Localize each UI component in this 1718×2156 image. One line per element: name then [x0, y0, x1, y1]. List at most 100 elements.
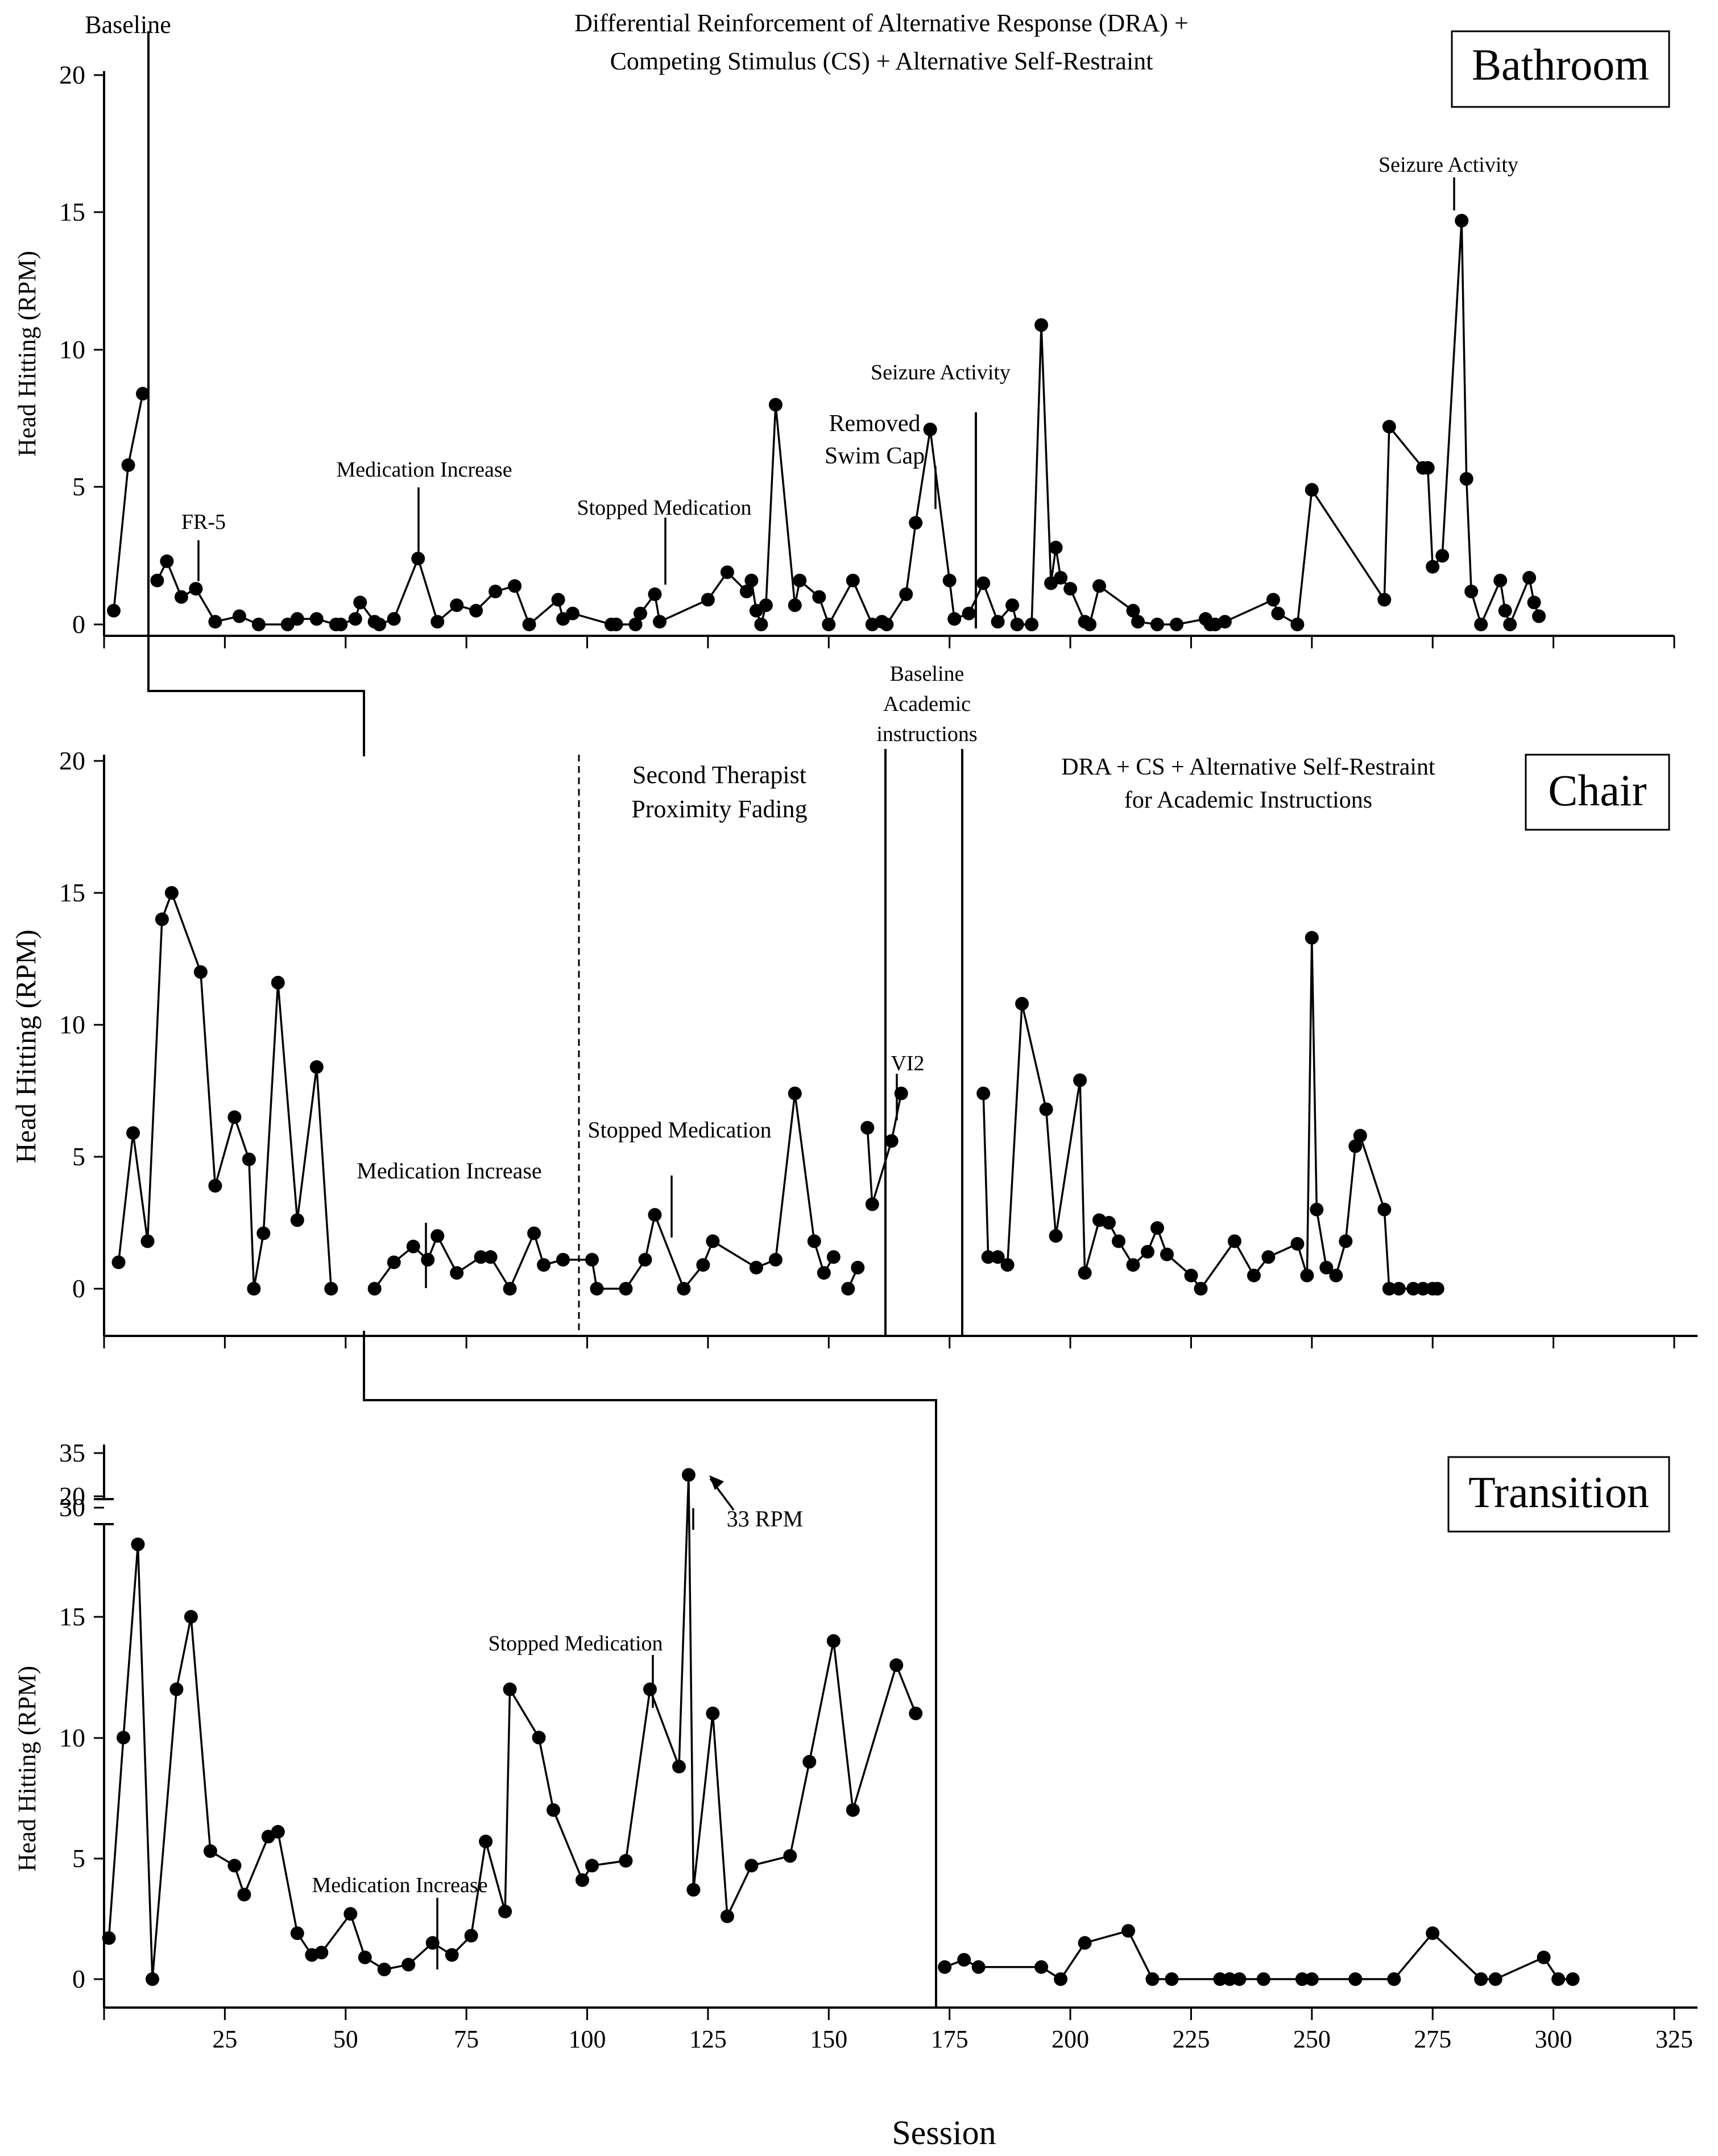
bathroom-data-point [1527, 595, 1541, 610]
chair-data-point [1377, 1202, 1392, 1216]
chair-data-point [768, 1253, 783, 1267]
chair-data-point [706, 1234, 720, 1248]
bathroom-data-point [793, 573, 807, 587]
bathroom-data-point [189, 582, 203, 596]
transition-data-point [532, 1731, 546, 1745]
transition-data-point [826, 1634, 841, 1648]
transition-data-point [643, 1682, 657, 1696]
chair-data-point [126, 1126, 140, 1140]
x-tick-label: 275 [1414, 2025, 1451, 2053]
y-tick-label: 15 [59, 878, 85, 907]
transition-data-point [1348, 1972, 1363, 1986]
transition-data-point [290, 1926, 304, 1940]
bathroom-data-point [1377, 593, 1392, 607]
bathroom-data-point [522, 618, 536, 631]
x-tick-label: 300 [1535, 2025, 1572, 2053]
bathroom-data-point [634, 606, 647, 620]
y-tick-label: 20 [59, 1482, 85, 1511]
second-therapist-label-line2: Proximity Fading [631, 795, 807, 823]
transition-data-point [237, 1888, 251, 1902]
transition-med-increase-label: Medication Increase [312, 1873, 487, 1897]
dra-academic-line2: for Academic Instructions [1124, 787, 1372, 813]
transition-data-point [358, 1950, 372, 1964]
bathroom-data-point [1131, 615, 1145, 629]
x-axis-title: Session [892, 2114, 996, 2151]
chair-title-box [1525, 754, 1670, 831]
x-tick-label: 100 [569, 2025, 606, 2053]
x-tick-label: 125 [689, 2025, 727, 2053]
bathroom-data-point [430, 615, 445, 629]
transition-data-point [1295, 1972, 1309, 1986]
chair-data-point [1339, 1234, 1353, 1248]
baseline-academic-line1: Baseline [890, 662, 964, 686]
bathroom-data-point [1459, 472, 1473, 486]
bathroom-data-point [609, 618, 623, 631]
transition-data-point [1213, 1972, 1227, 1986]
bathroom-data-point [648, 587, 662, 601]
phase-lines-layer [147, 31, 977, 2008]
chair-data-point [749, 1260, 763, 1274]
transition-data-point [1121, 1924, 1135, 1938]
bathroom-data-point [822, 618, 836, 631]
transition-data-point [146, 1972, 159, 1986]
bathroom-data-point [160, 554, 174, 568]
bathroom-data-point [846, 573, 860, 587]
chair-data-point [1150, 1221, 1164, 1235]
x-tick-label: 325 [1655, 2025, 1693, 2053]
transition-data-point [464, 1929, 478, 1943]
baseline-academic-line2: Academic [883, 692, 971, 716]
fr5-label: FR-5 [181, 510, 226, 534]
y-tick-label: 15 [59, 1602, 85, 1631]
transition-data-point [377, 1963, 391, 1976]
bathroom-data-point [1083, 618, 1097, 631]
bathroom-data-point [353, 595, 367, 610]
bathroom-data-point [1034, 318, 1049, 332]
x-tick-label: 175 [931, 2025, 968, 2053]
bathroom-data-point [768, 398, 783, 412]
chair-data-point [826, 1250, 841, 1264]
bathroom-data-point [899, 587, 913, 601]
x-tick-label: 150 [810, 2025, 847, 2053]
bathroom-data-point [759, 598, 773, 613]
y-tick-label: 15 [59, 197, 85, 226]
bathroom-data-point [309, 612, 324, 626]
chair-data-point [1392, 1282, 1406, 1296]
transition-title: Transition [1468, 1467, 1649, 1517]
y-tick-label: 5 [72, 472, 85, 501]
bathroom-data-point [251, 618, 266, 631]
transition-data-point [1426, 1926, 1440, 1940]
transition-data-point [1551, 1972, 1566, 1986]
chair-data-point [1112, 1234, 1125, 1248]
transition-data-point [498, 1905, 512, 1919]
bathroom-data-point [469, 603, 483, 618]
baseline-phase-label: Baseline [85, 11, 171, 39]
bathroom-data-point [290, 612, 304, 626]
bathroom-data-point [372, 618, 387, 631]
chair-data-point [527, 1226, 541, 1240]
chair-data-point [1073, 1073, 1087, 1087]
transition-data-point [271, 1824, 285, 1839]
chair-data-point [860, 1121, 875, 1135]
chair-data-point [242, 1152, 256, 1166]
chair-data-point [1382, 1282, 1396, 1296]
bathroom-data-point [1005, 598, 1020, 613]
chair-med-increase-label: Medication Increase [357, 1158, 541, 1183]
transition-data-point [1387, 1972, 1401, 1986]
transition-data-point [971, 1960, 986, 1974]
chair-data-point [1319, 1260, 1334, 1274]
chair-data-point [841, 1282, 855, 1296]
transition-data-point [547, 1803, 561, 1817]
x-tick-label: 200 [1052, 2025, 1089, 2053]
transition-series-line [107, 1475, 917, 1980]
bathroom-data-point [1010, 618, 1024, 631]
y-tick-label: 10 [59, 335, 85, 364]
bathroom-stopped-med-label: Stopped Medication [577, 496, 751, 520]
bathroom-data-point [150, 573, 164, 587]
transition-data-point [401, 1958, 416, 1972]
bathroom-data-point [628, 618, 643, 631]
bathroom-data-point [962, 606, 976, 620]
chair-data-point [638, 1253, 652, 1267]
chair-data-point [1247, 1268, 1261, 1282]
chair-data-point [585, 1253, 599, 1267]
y-tick-label: 5 [72, 1142, 85, 1171]
